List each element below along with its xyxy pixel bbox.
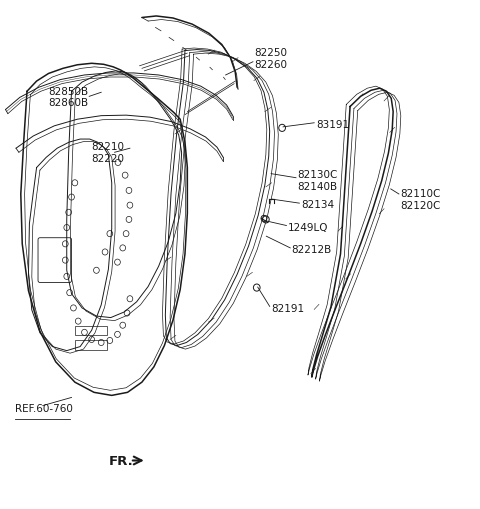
Text: 82850B
82860B: 82850B 82860B — [48, 87, 89, 108]
Text: 82250
82260: 82250 82260 — [254, 48, 288, 70]
Bar — [75, 341, 108, 350]
Text: REF.60-760: REF.60-760 — [15, 403, 73, 413]
Text: 82191: 82191 — [271, 304, 304, 314]
Text: 82212B: 82212B — [292, 244, 332, 254]
Text: FR.: FR. — [108, 454, 133, 467]
Text: 82134: 82134 — [301, 200, 334, 210]
Bar — [75, 327, 108, 336]
Text: 82130C
82140B: 82130C 82140B — [298, 170, 338, 192]
Text: 82210
82220: 82210 82220 — [92, 142, 125, 164]
Text: 83191: 83191 — [317, 120, 350, 130]
Text: 1249LQ: 1249LQ — [288, 222, 328, 233]
Text: 82110C
82120C: 82110C 82120C — [400, 189, 441, 210]
